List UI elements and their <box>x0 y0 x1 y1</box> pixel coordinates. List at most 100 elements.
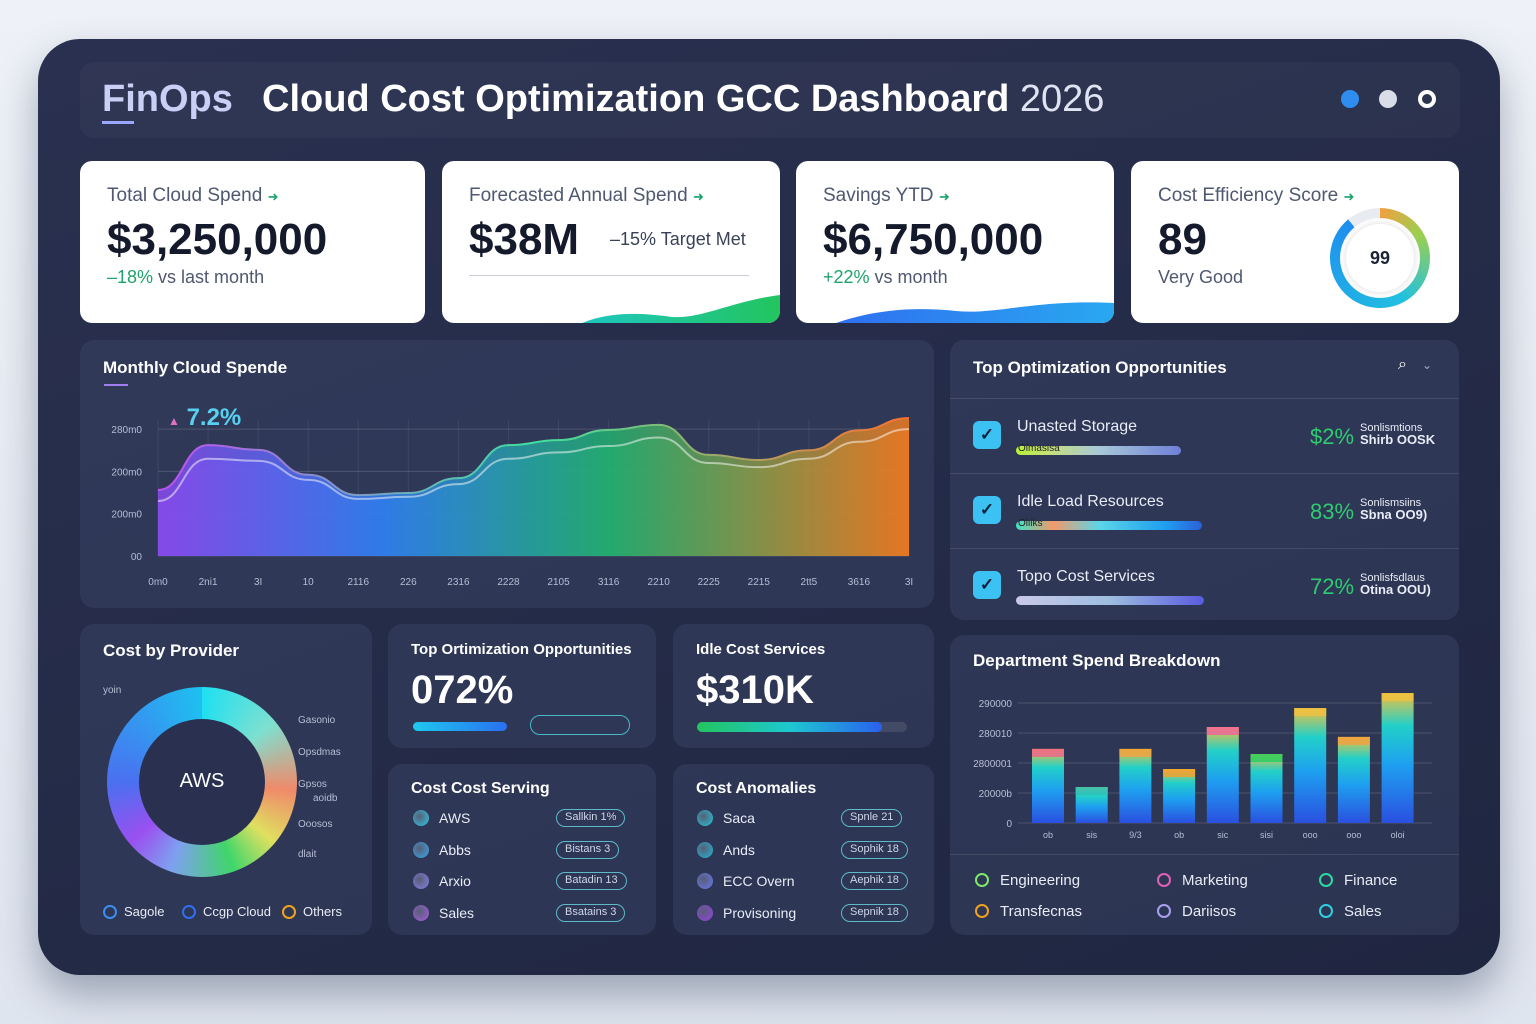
service-name: Ands <box>723 841 755 858</box>
page-title: Cloud Cost Optimization GCC Dashboard 20… <box>262 78 1104 121</box>
x-tick-label: sis <box>1086 830 1097 840</box>
kpi-efficiency[interactable]: Cost Efficiency Score ➜ 89 Very Good 99 <box>1131 161 1459 323</box>
bar-cap <box>1032 748 1064 757</box>
donut-label: yoin <box>103 685 122 696</box>
chevron-down-icon[interactable]: ⌄ <box>1422 358 1433 372</box>
card-title: Top Ortimization Opportunities <box>411 641 632 658</box>
kpi-change: –18% <box>107 267 154 287</box>
kpi-value: 89 <box>1158 215 1207 264</box>
opportunity-name: Unasted Storage <box>1017 418 1138 435</box>
service-badge[interactable]: Sepnik 18 <box>841 903 908 922</box>
donut-callout: Ooosos <box>298 819 333 830</box>
x-tick-label: 2210 <box>648 577 671 588</box>
bar <box>1163 769 1196 823</box>
trend-icon: ➜ <box>938 189 950 204</box>
x-tick-label: 2228 <box>497 577 520 588</box>
kpi-total-spend[interactable]: Total Cloud Spend ➜ $3,250,000 –18% vs l… <box>80 161 425 323</box>
bar-cap <box>1206 727 1239 735</box>
x-tick-label: 2316 <box>447 577 470 588</box>
x-tick-label: 2116 <box>348 577 370 588</box>
y-tick-label: 2800001 <box>973 759 1012 770</box>
window-dot-gray[interactable] <box>1379 90 1397 108</box>
panel-title: Cost Anomalies <box>696 780 817 797</box>
donut-callout: Gasonio <box>298 715 336 726</box>
range-slider[interactable] <box>530 715 630 735</box>
kpi-sub: –18% vs last month <box>107 267 264 288</box>
sparkline <box>836 302 1114 323</box>
up-arrow-icon: ▲ <box>168 414 180 428</box>
progress-bar <box>413 722 507 731</box>
opportunity-percent: 72% <box>1310 574 1355 599</box>
window-dot-blue[interactable] <box>1341 90 1359 108</box>
bar <box>1250 754 1283 823</box>
opportunity-checkbox[interactable]: ✓ <box>973 421 1001 449</box>
y-tick-label: 0 <box>1006 819 1012 830</box>
panel-title: Department Spend Breakdown <box>973 651 1221 670</box>
x-tick-label: 0m0 <box>148 577 168 588</box>
kpi-change-text: vs last month <box>153 267 265 287</box>
y-tick-label: 00 <box>131 552 143 563</box>
kpi-value: $3,250,000 <box>107 215 328 264</box>
progress-track <box>697 722 907 732</box>
opportunity-checkbox[interactable]: ✓ <box>973 496 1001 524</box>
brand-underline <box>102 121 134 124</box>
service-badge[interactable]: Bistans 3 <box>556 840 620 859</box>
kpi-savings[interactable]: Savings YTD ➜ $6,750,000 +22% vs month <box>796 161 1114 323</box>
legend-item[interactable]: Sagole <box>124 904 165 919</box>
kpi-change: +22% <box>823 267 870 287</box>
x-tick-label: 2225 <box>698 577 721 588</box>
y-tick-label: 280m0 <box>111 425 142 436</box>
y-tick-label: 280010 <box>979 729 1013 740</box>
legend-item[interactable]: Finance <box>1344 872 1398 889</box>
service-badge[interactable]: Batadin 13 <box>556 872 627 890</box>
bar-cap <box>1337 736 1370 745</box>
kpi-label: Savings YTD ➜ <box>823 185 950 207</box>
kpi-label-text: Savings YTD <box>823 185 934 206</box>
divider <box>950 398 1459 399</box>
legend-item[interactable]: Sales <box>1344 903 1382 920</box>
kpi-change-text: vs month <box>869 267 948 287</box>
legend-marker <box>1157 873 1171 887</box>
legend-marker <box>1319 873 1333 887</box>
panel-title: Top Optimization Opportunities <box>973 358 1227 377</box>
legend-marker <box>282 905 296 919</box>
legend-marker <box>975 873 989 887</box>
legend-item[interactable]: Others <box>303 904 343 919</box>
opportunity-savings: Sonlismsiins Sbna OO9) <box>1360 497 1427 521</box>
service-badge[interactable]: Sallkin 1% <box>556 809 626 827</box>
department-bar-chart: 0 20000b 2800001 280010 290000 ob sis 9/3 ob sic s… <box>973 693 1432 840</box>
legend-item[interactable]: Marketing <box>1182 872 1248 889</box>
divider <box>950 854 1459 855</box>
y-tick-label: 290000 <box>979 699 1013 710</box>
opportunity-bar: Olmasisa <box>1016 443 1181 455</box>
monthly-spend-chart: 00 200m0 200m0 280m0 0m0 2ni1 3I 10 2116 226 2316 2… <box>111 417 913 588</box>
service-badge[interactable]: Bsatains 3 <box>556 903 626 922</box>
kpi-label: Cost Efficiency Score ➜ <box>1158 185 1354 207</box>
x-tick-label: 2tt5 <box>801 577 818 588</box>
legend-item[interactable]: Dariisos <box>1182 903 1237 920</box>
kpi-label-text: Forecasted Annual Spend <box>469 185 688 206</box>
trend-icon: ➜ <box>267 189 279 204</box>
opportunity-checkbox[interactable]: ✓ <box>973 571 1001 599</box>
service-badge[interactable]: Sophik 18 <box>841 840 908 859</box>
service-badge[interactable]: Aephik 18 <box>841 872 908 890</box>
legend-item[interactable]: Engineering <box>1000 872 1081 889</box>
card-value: 072% <box>411 668 514 712</box>
window-dot-white[interactable] <box>1418 90 1436 108</box>
service-name: Sales <box>439 904 475 921</box>
search-icon[interactable]: ⌕ <box>1398 356 1407 373</box>
legend-marker <box>182 905 196 919</box>
service-name: Arxio <box>439 873 471 889</box>
savings-label: Sonlismsiins <box>1360 497 1422 509</box>
legend-item[interactable]: Transfecnas <box>1000 903 1082 920</box>
x-tick-label: oloi <box>1391 830 1405 840</box>
x-tick-label: sisi <box>1260 830 1273 840</box>
service-badge[interactable]: Spnle 21 <box>841 809 903 827</box>
legend-item[interactable]: Ccgp Cloud <box>203 904 271 919</box>
kpi-forecast[interactable]: Forecasted Annual Spend ➜ $38M –15% Targ… <box>442 161 780 323</box>
card-value: $310K <box>696 668 814 712</box>
x-tick-label: ob <box>1174 830 1184 840</box>
savings-value: Otina OOU) <box>1360 582 1431 597</box>
divider <box>950 473 1459 474</box>
x-tick-label: 10 <box>303 577 315 588</box>
